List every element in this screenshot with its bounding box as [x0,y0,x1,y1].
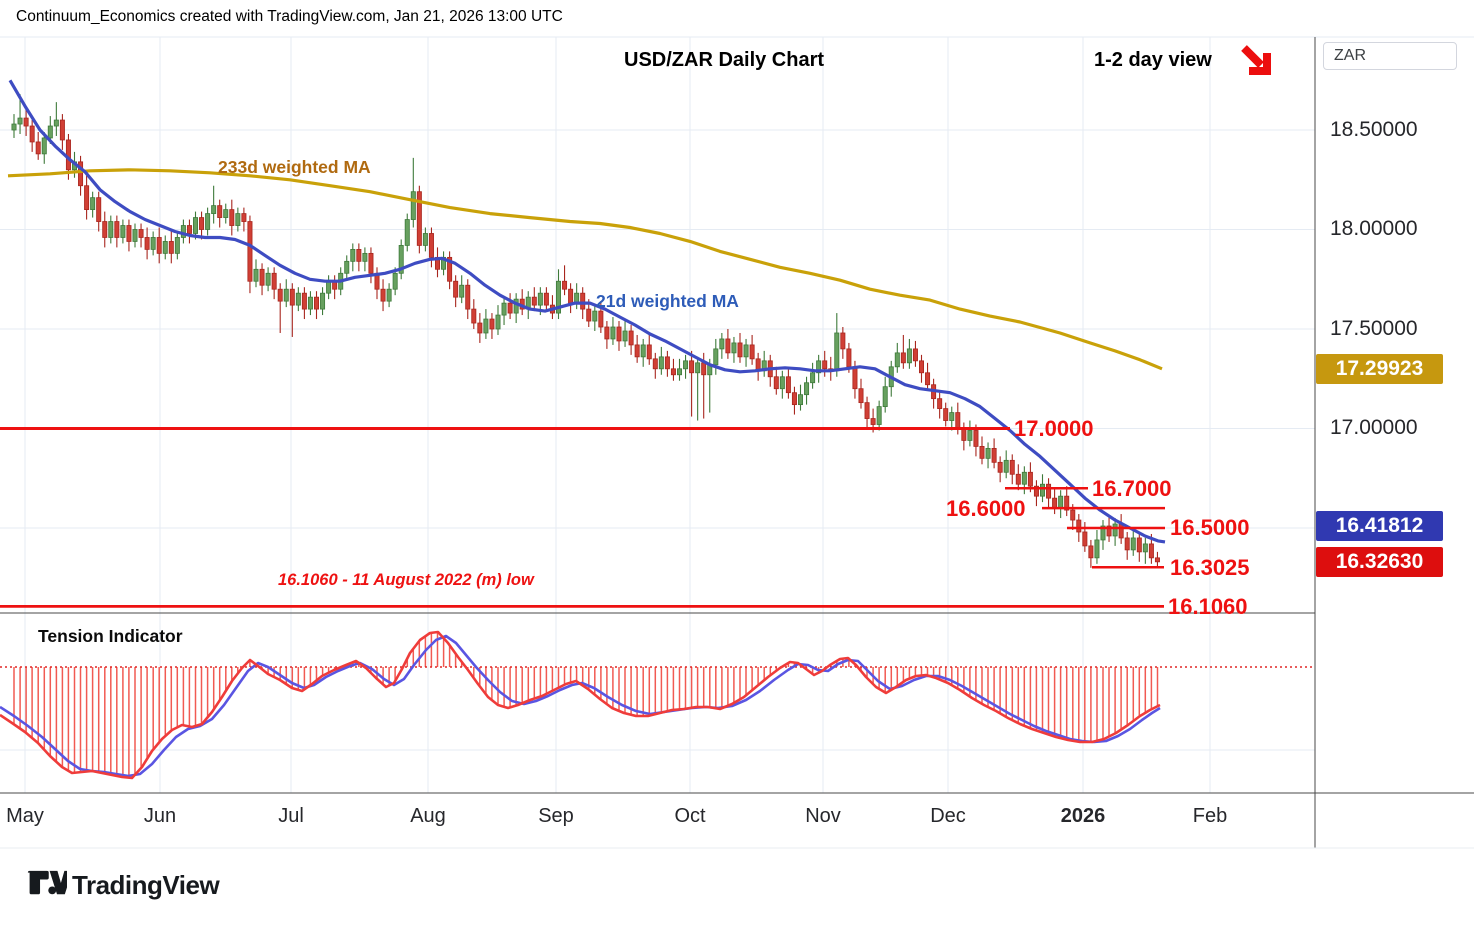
chart-title: USD/ZAR Daily Chart [624,49,825,71]
month-label-sep: Sep [538,805,574,827]
indicator-title: Tension Indicator [38,626,183,646]
month-label-may: May [6,805,44,827]
down-right-arrow-icon [1238,42,1274,83]
ma21-label: 21d weighted MA [596,291,739,311]
month-label-oct: Oct [674,805,706,827]
price-tick: 18.00000 [1330,217,1418,240]
last-price-badge: 16.32630 [1316,547,1443,577]
credit-line: Continuum_Economics created with Trading… [16,8,563,25]
level-label-16-7000: 16.7000 [1092,476,1172,501]
month-label-feb: Feb [1192,805,1228,827]
level-label-16-6000: 16.6000 [946,496,1026,521]
month-label-dec: Dec [930,805,966,827]
price-tick: 17.50000 [1330,317,1418,340]
price-axis[interactable] [1316,37,1474,848]
tradingview-logo-icon[interactable] [27,869,73,902]
level-label-16-1060: 16.1060 [1168,594,1248,619]
symbol-badge: ZAR [1323,42,1457,70]
ma233-label: 233d weighted MA [218,157,371,177]
price-tick: 17.00000 [1330,416,1418,439]
ma233-price-badge: 17.29923 [1316,354,1443,384]
level-label-16-5000: 16.5000 [1170,515,1250,540]
month-label-aug: Aug [410,805,446,827]
month-label-nov: Nov [805,805,841,827]
tradingview-brand[interactable]: TradingView [72,870,220,900]
month-label-jun: Jun [143,805,177,827]
view-horizon-label: 1-2 day view [1094,49,1212,71]
year-label-2026: 2026 [1060,805,1106,827]
ma21-price-badge: 16.41812 [1316,511,1443,541]
month-label-jul: Jul [278,805,304,827]
level-label-16-3025: 16.3025 [1170,555,1250,580]
price-tick: 18.50000 [1330,118,1418,141]
time-axis[interactable] [0,794,1315,848]
historic-low-note: 16.1060 - 11 August 2022 (m) low [278,571,534,589]
level-label-17-0000: 17.0000 [1014,416,1094,441]
